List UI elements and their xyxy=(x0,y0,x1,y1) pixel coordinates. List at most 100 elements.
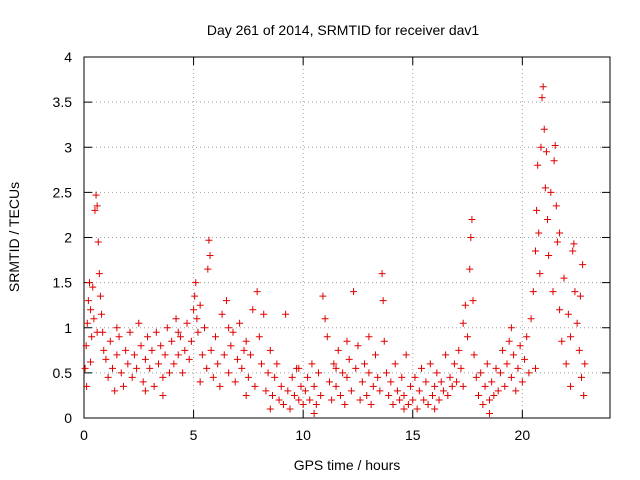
data-point xyxy=(260,310,268,318)
data-point xyxy=(310,382,318,390)
data-point xyxy=(92,191,100,199)
data-point xyxy=(507,373,515,381)
data-point xyxy=(385,391,393,399)
data-point xyxy=(266,346,274,354)
data-point xyxy=(374,373,382,381)
data-point xyxy=(389,400,397,408)
data-point xyxy=(534,161,542,169)
data-point xyxy=(341,400,349,408)
y-tick-label: 1.5 xyxy=(53,275,73,291)
data-point xyxy=(426,360,434,368)
data-point xyxy=(531,364,539,372)
data-point xyxy=(488,378,496,386)
data-point xyxy=(467,234,475,241)
data-point xyxy=(371,351,379,359)
data-point xyxy=(560,274,568,282)
data-point xyxy=(437,378,445,386)
data-point xyxy=(172,315,180,323)
data-point xyxy=(124,360,132,368)
data-point xyxy=(516,342,524,350)
data-point xyxy=(510,351,518,359)
data-point xyxy=(431,405,439,413)
data-point xyxy=(185,355,193,363)
y-tick-label: 2 xyxy=(64,230,72,246)
data-point xyxy=(196,378,204,386)
data-point xyxy=(481,382,489,390)
data-point xyxy=(135,319,143,327)
data-point xyxy=(106,337,114,345)
data-point xyxy=(83,382,91,390)
data-point xyxy=(161,351,169,359)
data-point xyxy=(413,405,421,413)
data-point xyxy=(400,405,408,413)
data-point xyxy=(317,391,325,399)
data-point xyxy=(547,188,555,196)
data-point xyxy=(356,396,364,404)
data-point xyxy=(556,306,564,314)
data-point xyxy=(475,391,482,399)
data-point xyxy=(579,261,587,269)
data-point xyxy=(459,382,467,390)
data-point xyxy=(531,247,539,255)
data-point xyxy=(179,369,187,377)
data-point xyxy=(345,355,353,363)
data-point xyxy=(83,319,91,327)
data-point xyxy=(204,265,212,273)
data-point xyxy=(87,306,95,314)
data-point xyxy=(89,283,97,291)
data-point xyxy=(435,396,443,404)
data-point xyxy=(222,297,230,305)
data-point xyxy=(439,387,447,395)
data-point xyxy=(422,378,430,386)
data-point xyxy=(102,355,110,363)
data-point xyxy=(282,310,290,318)
data-point xyxy=(400,391,408,399)
data-point xyxy=(404,400,412,408)
data-point xyxy=(343,337,351,345)
x-tick-label: 20 xyxy=(515,427,531,443)
data-point xyxy=(343,373,351,381)
data-point xyxy=(247,351,255,359)
data-point xyxy=(279,400,287,408)
data-point xyxy=(191,292,199,300)
data-point xyxy=(485,396,493,404)
data-point xyxy=(212,333,219,341)
data-point xyxy=(542,148,550,156)
data-point xyxy=(564,310,572,318)
data-point xyxy=(571,288,579,296)
x-tick-label: 15 xyxy=(405,427,421,443)
data-point xyxy=(144,333,152,341)
data-point xyxy=(544,215,552,223)
data-point xyxy=(157,342,165,350)
y-tick-label: 4 xyxy=(64,49,72,65)
data-point xyxy=(581,360,589,368)
data-point xyxy=(537,143,545,151)
data-point xyxy=(539,83,547,91)
data-point xyxy=(363,391,371,399)
data-point xyxy=(535,229,543,237)
data-point xyxy=(382,369,390,377)
data-point xyxy=(505,337,513,345)
data-point xyxy=(503,360,511,368)
data-point xyxy=(379,297,387,305)
data-point xyxy=(533,206,541,214)
data-point xyxy=(483,360,491,368)
data-point xyxy=(499,346,507,354)
data-point xyxy=(100,346,108,354)
data-point xyxy=(444,391,452,399)
data-point xyxy=(88,333,96,341)
data-point xyxy=(273,360,281,368)
data-point xyxy=(549,288,557,296)
data-point xyxy=(290,391,298,399)
data-point xyxy=(133,364,141,372)
data-point xyxy=(361,360,369,368)
axis-ticks: 0 0.5 1 1.5 2 2.5 3 3.5 4 0 5 10 15 20 xyxy=(53,49,610,443)
data-point xyxy=(321,315,329,323)
data-point xyxy=(325,378,333,386)
data-point xyxy=(187,337,195,345)
data-point xyxy=(350,288,358,296)
data-point xyxy=(523,333,531,341)
data-point xyxy=(538,94,546,102)
data-point xyxy=(518,378,526,386)
y-tick-label: 3.5 xyxy=(53,94,73,110)
